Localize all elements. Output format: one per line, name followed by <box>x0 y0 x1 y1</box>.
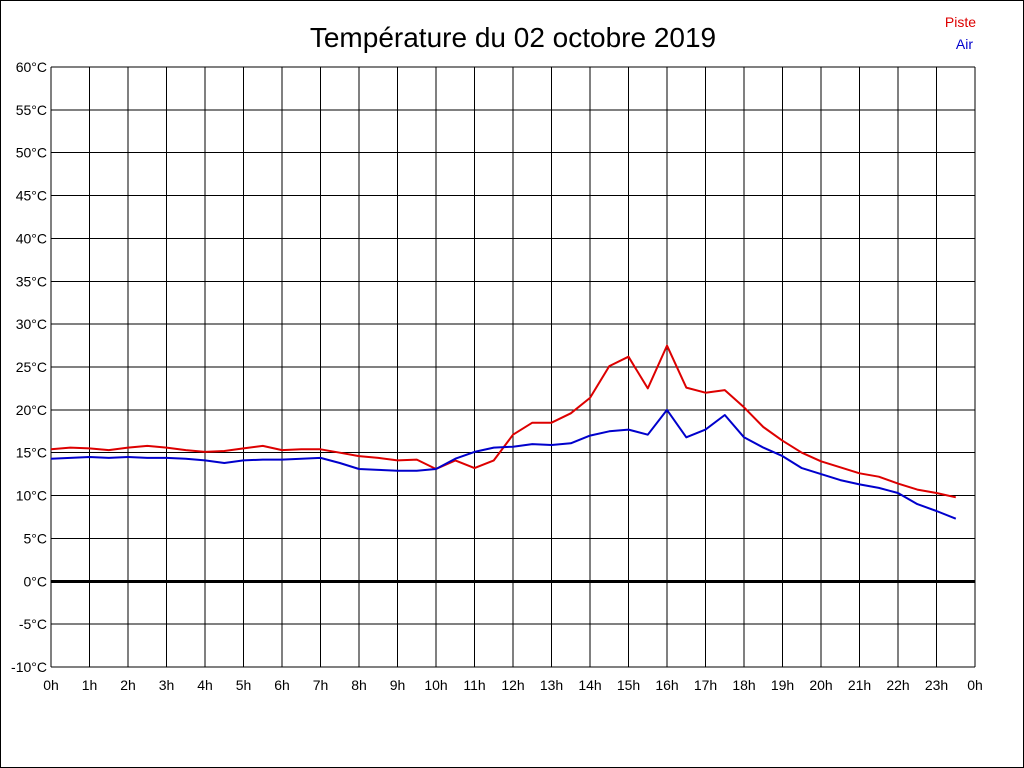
x-tick-label: 13h <box>540 677 563 693</box>
legend-entry-piste: Piste <box>945 14 976 30</box>
x-tick-label: 17h <box>694 677 717 693</box>
x-tick-label: 23h <box>925 677 948 693</box>
legend: Piste Air <box>945 14 976 52</box>
y-tick-label: 15°C <box>16 445 47 461</box>
x-tick-label: 3h <box>159 677 175 693</box>
x-tick-label: 12h <box>501 677 524 693</box>
y-tick-label: 20°C <box>16 402 47 418</box>
x-tick-label: 16h <box>655 677 678 693</box>
x-tick-label: 7h <box>313 677 329 693</box>
x-tick-label: 14h <box>578 677 601 693</box>
x-tick-label: 4h <box>197 677 213 693</box>
series-line-air <box>50 408 957 520</box>
x-tick-label: 21h <box>848 677 871 693</box>
x-tick-label: 5h <box>236 677 252 693</box>
y-tick-label: 25°C <box>16 359 47 375</box>
y-tick-label: 10°C <box>16 488 47 504</box>
y-tick-label: 50°C <box>16 145 47 161</box>
x-axis-tick-labels: 0h 1h 2h 3h 4h 5h 6h 7h 8h 9h 10h 11h 12h 13h 14h 15h 16… <box>43 677 983 693</box>
y-tick-label: 40°C <box>16 230 47 246</box>
y-tick-label: 5°C <box>24 530 48 546</box>
x-tick-label: 18h <box>732 677 755 693</box>
x-tick-label: 2h <box>120 677 136 693</box>
y-tick-label: -10°C <box>11 659 47 675</box>
y-tick-label: 0°C <box>24 573 48 589</box>
x-tick-label: 0h <box>43 677 59 693</box>
y-tick-label: 60°C <box>16 59 47 75</box>
legend-entry-air: Air <box>956 36 973 52</box>
y-tick-label: 35°C <box>16 273 47 289</box>
x-tick-label: 8h <box>351 677 367 693</box>
chart-title: Température du 02 octobre 2019 <box>310 22 716 53</box>
x-tick-label: 20h <box>809 677 832 693</box>
y-tick-label: 55°C <box>16 102 47 118</box>
x-tick-label: 22h <box>886 677 909 693</box>
x-tick-label: 11h <box>463 677 485 693</box>
x-tick-label: 1h <box>82 677 98 693</box>
series-group <box>50 344 957 520</box>
y-tick-label: 45°C <box>16 188 47 204</box>
y-tick-label: 30°C <box>16 316 47 332</box>
x-tick-label: 15h <box>617 677 640 693</box>
y-axis-tick-labels: 60°C 55°C 50°C 45°C 40°C 35°C 30°C 25°C 20°C 15°C… <box>11 59 47 675</box>
y-tick-label: -5°C <box>19 616 47 632</box>
x-tick-label: 0h <box>967 677 983 693</box>
x-tick-label: 6h <box>274 677 290 693</box>
grid <box>50 66 976 668</box>
x-tick-label: 9h <box>390 677 406 693</box>
x-tick-label: 19h <box>771 677 794 693</box>
x-tick-label: 10h <box>424 677 447 693</box>
